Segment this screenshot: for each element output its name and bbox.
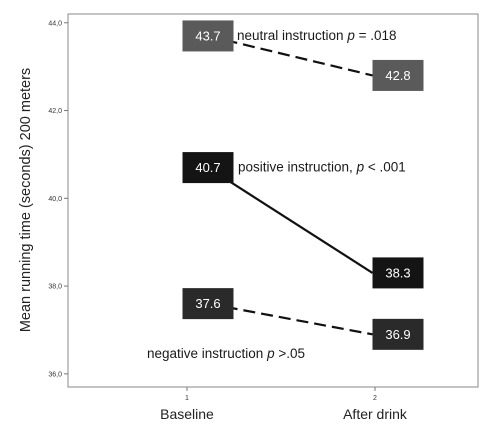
annotation-text: neutral instruction xyxy=(237,28,347,43)
series-line xyxy=(207,302,373,336)
x-category-label: After drink xyxy=(343,406,408,422)
y-tick-label: 38,0 xyxy=(48,284,62,291)
annotation-p-value: = .018 xyxy=(355,28,397,43)
annotation-text: positive instruction, xyxy=(238,160,357,175)
annotation-p-symbol: p xyxy=(346,28,355,43)
series-annotation: positive instruction, p < .001 xyxy=(238,160,406,175)
y-tick-label: 40,0 xyxy=(48,196,62,203)
x-tick-number: 2 xyxy=(373,395,377,402)
plot-frame xyxy=(67,13,479,388)
value-box-label: 37.6 xyxy=(195,296,220,311)
series-lines xyxy=(207,34,374,336)
y-tick-label: 36,0 xyxy=(48,371,62,378)
x-category-label: Baseline xyxy=(160,406,214,422)
y-axis-title-text: Mean running time (seconds) 200 meters xyxy=(18,68,34,332)
series-annotation: neutral instruction p = .018 xyxy=(237,28,397,43)
value-box xyxy=(372,318,424,350)
value-box-label: 38.3 xyxy=(385,265,410,280)
value-box-label: 42.8 xyxy=(385,68,410,83)
series-annotations: neutral instruction p = .018 positive ins… xyxy=(147,28,406,361)
annotation-text: negative instruction xyxy=(147,346,267,361)
value-box xyxy=(182,152,234,184)
value-box xyxy=(372,59,424,91)
annotation-p-symbol: p xyxy=(356,160,365,175)
annotation-p-symbol: p xyxy=(266,346,275,361)
value-box xyxy=(372,257,424,289)
y-axis-ticks: 36,0 38,0 40,0 42,0 44,0 xyxy=(48,20,68,378)
value-box-label: 43.7 xyxy=(195,28,220,43)
value-box xyxy=(182,20,234,52)
annotation-p-value: < .001 xyxy=(364,160,406,175)
series-annotation: negative instruction p >.05 xyxy=(147,346,305,361)
value-boxes: 43.7 42.8 40.7 38.3 37.6 36.9 xyxy=(182,20,424,350)
y-tick-label: 42,0 xyxy=(48,108,62,115)
x-axis-ticks: 1 Baseline 2 After drink xyxy=(160,387,408,422)
y-tick-label: 44,0 xyxy=(48,20,62,27)
series-line xyxy=(207,166,374,274)
annotation-p-value: >.05 xyxy=(275,346,305,361)
series-line xyxy=(207,34,373,77)
value-box-label: 40.7 xyxy=(195,160,220,175)
y-axis-title: Mean running time (seconds) 200 meters xyxy=(18,68,34,332)
x-tick-number: 1 xyxy=(185,395,189,402)
value-box-label: 36.9 xyxy=(385,327,410,342)
value-box xyxy=(182,288,234,320)
